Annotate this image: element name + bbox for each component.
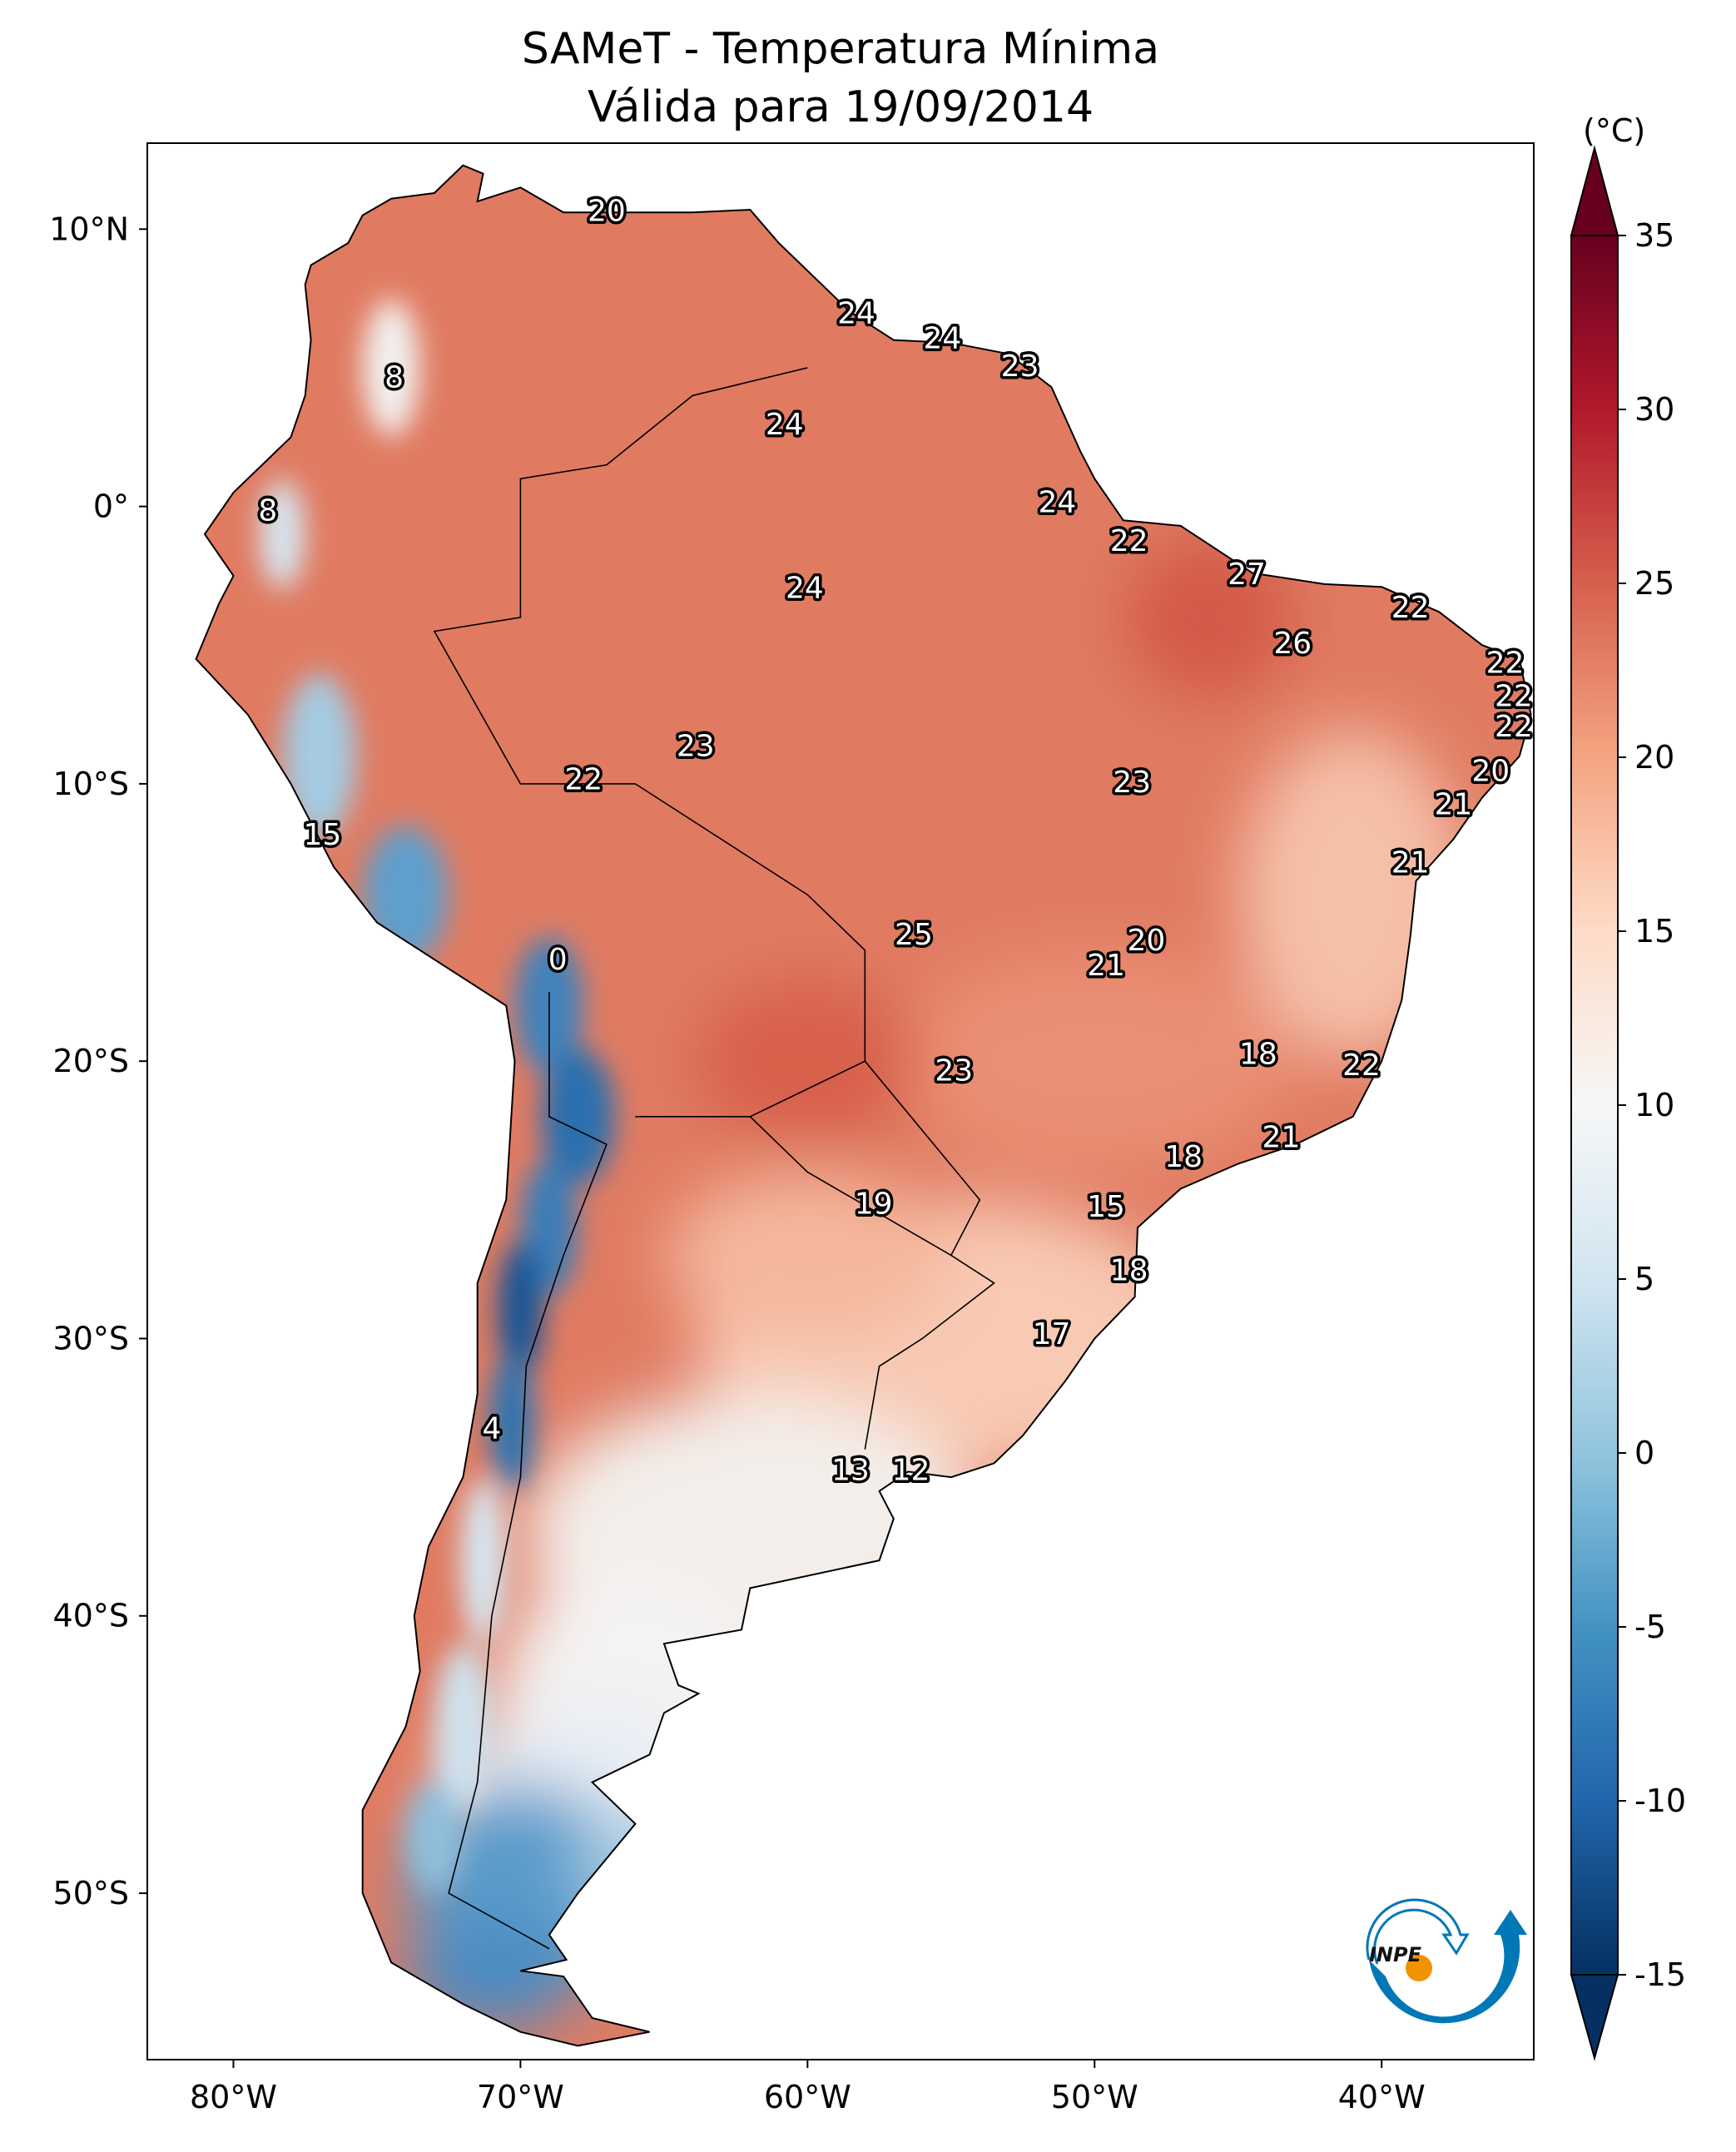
station-value-label: 8 [384,360,404,394]
colorbar: (°C) -15 -10 -5 0 5 10 15 20 25 30 35 [1570,112,1686,2061]
station-value-label: 4 [482,1411,501,1445]
y-tick-label: 0° [93,488,129,525]
station-value-label: 22 [1342,1049,1381,1083]
colorbar-tick-label: 10 [1634,1087,1674,1123]
station-value-label: 13 [831,1453,870,1487]
station-value-label: 23 [677,730,715,764]
logo-sun-icon [1406,1955,1432,1981]
y-tick-label: 50°S [53,1875,129,1912]
x-tick-label: 80°W [190,2079,277,2115]
x-tick-label: 50°W [1051,2079,1138,2115]
logo-swoosh-icon [1369,1910,1527,2024]
border-line [749,1116,952,1257]
station-value-label: 21 [1391,846,1430,880]
temperature-field [196,165,1531,2046]
colorbar-tick-label: -15 [1634,1956,1686,1993]
border-line [448,991,608,1950]
station-value-label: 8 [258,493,277,528]
station-value-label: 23 [1113,766,1151,800]
inpe-logo: INPE [1366,1898,1527,2024]
colorbar-tick-label: 0 [1634,1435,1654,1471]
latitude-axis: 10°N 0° 10°S 20°S 30°S 40°S 50°S [49,211,147,1912]
station-value-label: 25 [895,918,933,952]
colorbar-max-extension [1570,145,1619,236]
y-tick-label: 10°S [53,766,129,802]
colorbar-unit: (°C) [1583,112,1645,149]
colorbar-tick-label: 5 [1634,1261,1654,1297]
station-value-label: 12 [892,1453,930,1487]
colorbar-tick-label: 35 [1634,217,1674,254]
border-line [433,367,995,1450]
station-value-label: 27 [1228,558,1266,592]
station-value-label: 0 [548,943,568,977]
colorbar-tick-label: 25 [1634,565,1674,602]
colorbar-tick-label: 20 [1634,739,1674,776]
colorbar-tick-label: -10 [1634,1783,1686,1819]
colorbar-tick-label: 15 [1634,913,1674,950]
station-value-label: 24 [837,297,875,331]
station-value-label: 21 [1262,1120,1301,1154]
longitude-axis: 80°W 70°W 60°W 50°W 40°W [190,2060,1426,2115]
map-title: SAMeT - Temperatura Mínima [522,24,1159,74]
x-tick-label: 40°W [1338,2079,1426,2115]
station-value-label: 22 [1486,647,1525,681]
y-tick-label: 30°S [53,1320,129,1356]
station-value-label: 17 [1033,1317,1071,1351]
station-value-label: 20 [1471,755,1510,789]
station-value-label: 22 [1495,710,1533,744]
map-subtitle: Válida para 19/09/2014 [588,82,1094,132]
station-value-label: 15 [1087,1190,1125,1224]
station-value-label: 19 [855,1187,893,1221]
station-value-label: 23 [935,1054,973,1088]
station-value-label: 22 [564,763,603,797]
station-value-label: 18 [1110,1253,1148,1287]
station-value-label: 20 [588,194,626,228]
station-value-label: 18 [1164,1140,1203,1174]
x-tick-label: 60°W [764,2079,851,2115]
station-value-label: 24 [1039,485,1077,519]
colorbar-tick-label: -5 [1634,1609,1666,1645]
station-value-label: 22 [1110,524,1148,558]
logo-text: INPE [1369,1943,1422,1966]
y-tick-label: 20°S [53,1043,129,1079]
station-value-label: 24 [786,572,824,606]
station-value-label: 22 [1391,591,1430,625]
y-tick-label: 40°S [53,1598,129,1634]
station-value-label: 24 [766,408,804,442]
station-value-label: 24 [924,322,962,356]
station-value-label: 22 [1495,680,1533,714]
border-line [635,1060,866,1118]
station-value-label: 21 [1435,788,1473,822]
colorbar-min-extension [1570,1974,1619,2061]
station-value-label: 20 [1127,924,1165,958]
station-value-label: 23 [1001,350,1039,384]
map-frame [146,142,1535,2060]
station-value-label: 18 [1239,1038,1277,1072]
coastline [195,164,1532,2047]
station-value-label: 21 [1087,949,1125,983]
station-value-label: 15 [303,818,341,852]
x-tick-label: 70°W [477,2079,564,2115]
colorbar-gradient [1571,236,1618,1975]
country-borders [433,367,995,1950]
station-value-label: 26 [1273,627,1312,661]
y-tick-label: 10°N [49,211,129,247]
colorbar-tick-label: 30 [1634,391,1674,428]
